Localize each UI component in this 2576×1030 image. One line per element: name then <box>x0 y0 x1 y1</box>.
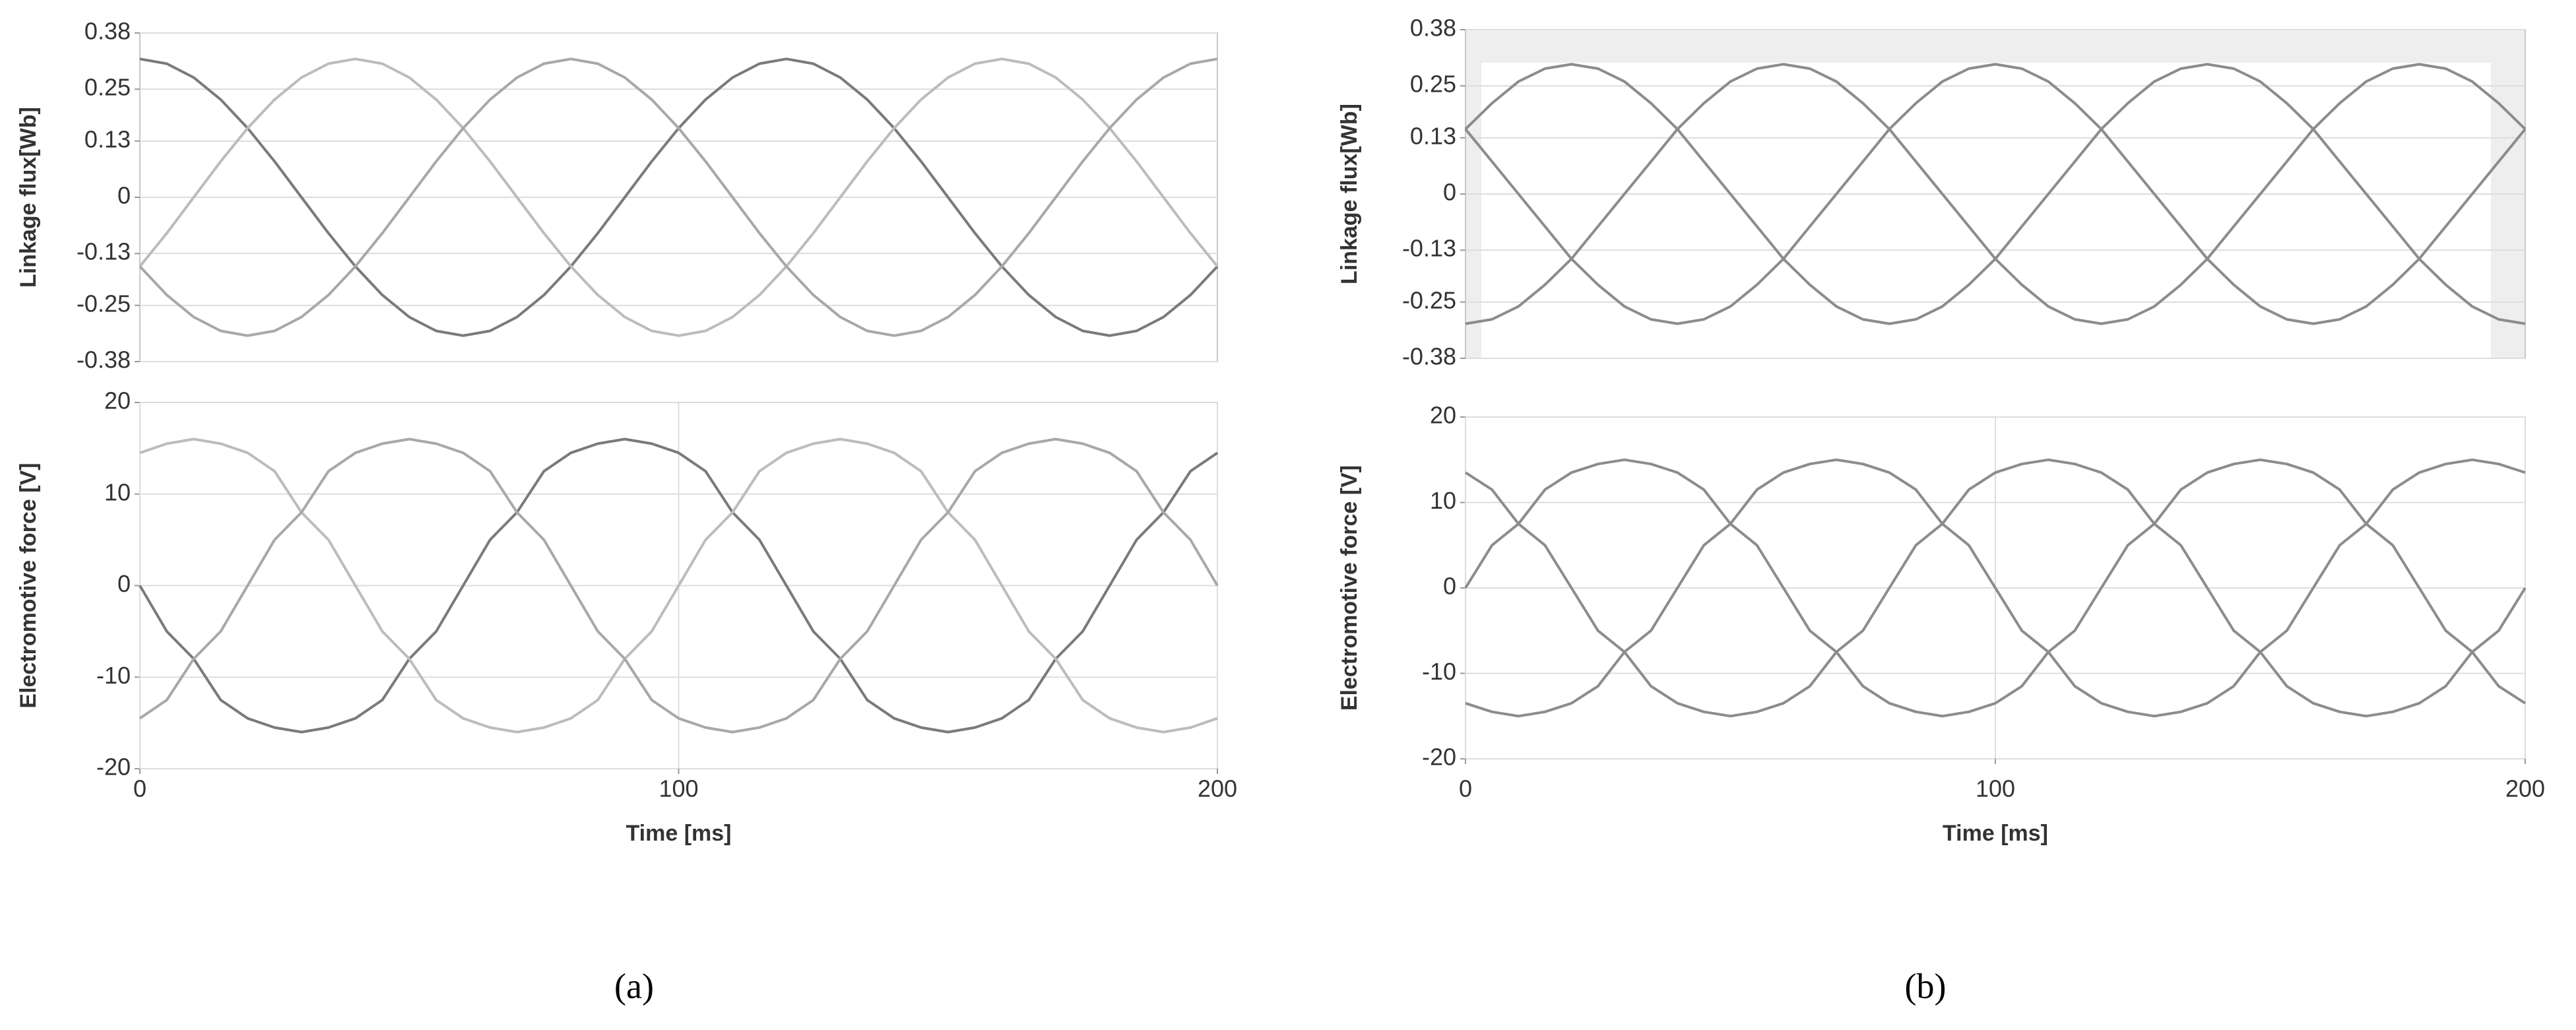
y-tick-label: 20 <box>1430 402 1456 429</box>
y-tick-label: 0.25 <box>84 74 131 101</box>
series-line <box>139 57 1219 337</box>
series-line <box>139 437 1219 734</box>
series-line <box>1465 458 2526 718</box>
x-tick-label: 0 <box>133 775 146 802</box>
y-tick-label: 0.38 <box>84 18 131 45</box>
x-axis-title: Time [ms] <box>1943 821 2048 846</box>
y-tick-label: -10 <box>1422 658 1456 685</box>
series-line <box>139 437 1218 734</box>
y-axis-title: Linkage flux[Wb] <box>1337 104 1362 284</box>
x-tick-label: 200 <box>2505 775 2545 802</box>
y-tick-label: -0.38 <box>1402 343 1456 370</box>
x-axis-title: Time [ms] <box>626 821 732 846</box>
y-tick-label: 0.25 <box>1410 71 1456 98</box>
y-tick-label: -0.25 <box>1402 286 1456 313</box>
y-tick-label: 0 <box>1443 573 1456 600</box>
series-line <box>1464 458 2527 718</box>
caption: (b) <box>1905 966 1947 1006</box>
series-line <box>139 57 1218 337</box>
series-line <box>1464 458 2527 718</box>
y-axis-title: Electromotive force [V] <box>1337 465 1362 711</box>
y-tick-label: -10 <box>96 662 131 689</box>
x-tick-label: 200 <box>1198 775 1237 802</box>
series-line <box>1464 63 2526 325</box>
y-tick-label: -20 <box>96 754 131 781</box>
y-tick-label: 20 <box>104 387 131 414</box>
series-line <box>139 437 1219 734</box>
caption: (a) <box>614 966 654 1006</box>
y-tick-label: 0.13 <box>1410 122 1456 149</box>
y-axis-title: Electromotive force [V] <box>16 463 41 708</box>
y-tick-label: 0.13 <box>84 125 131 152</box>
y-tick-label: -0.38 <box>77 346 131 373</box>
plot-shading-inner <box>1481 63 2491 358</box>
y-tick-label: -0.25 <box>77 290 131 317</box>
y-tick-label: 10 <box>104 478 131 505</box>
y-tick-label: -0.13 <box>1402 235 1456 262</box>
series-line <box>1464 63 2527 325</box>
y-axis-title: Linkage flux[Wb] <box>16 107 41 288</box>
x-tick-label: 0 <box>1459 775 1472 802</box>
y-tick-label: 0 <box>1443 179 1456 206</box>
y-tick-label: -20 <box>1422 744 1456 771</box>
y-tick-label: 0 <box>117 182 131 209</box>
y-tick-label: 10 <box>1430 487 1456 514</box>
x-tick-label: 100 <box>1976 775 2015 802</box>
y-tick-label: 0.38 <box>1410 15 1456 42</box>
y-tick-label: -0.13 <box>77 238 131 265</box>
x-tick-label: 100 <box>659 775 698 802</box>
y-tick-label: 0 <box>117 570 131 597</box>
